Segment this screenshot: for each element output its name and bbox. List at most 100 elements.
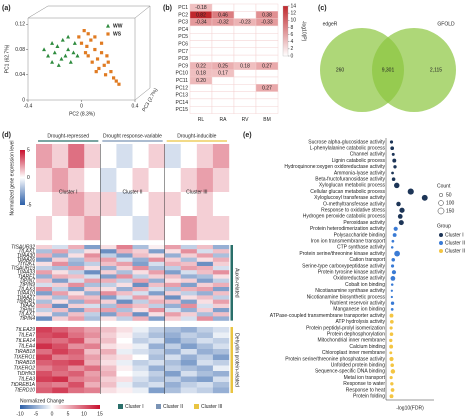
term-label: CTP synthase activity [337,245,385,251]
point [77,35,81,39]
legend-label: WW [113,23,123,29]
gene-cell [132,327,149,333]
gene-cell [180,249,198,254]
cell-label: -0.18 [195,5,207,11]
overview-cell [116,216,133,241]
gene-cell [84,308,101,313]
dot [393,165,397,169]
gene-cell [164,332,181,339]
gene-label: TtLAX1 [18,312,35,318]
gene-cell [148,312,165,317]
gene-cell [164,287,181,292]
gene-label: TtARF1 [18,274,35,280]
gene-cell [100,387,117,394]
term-label: Channel activity [350,152,386,158]
overview-cell [164,168,181,193]
gene-cell [116,249,133,254]
gene-cell [52,382,69,388]
point [75,53,80,58]
gene-cell [212,327,230,333]
gene-cell [196,371,214,377]
overview-cell [132,192,149,217]
colorbar-tick-label: 5 [67,411,70,417]
cell [255,33,279,41]
overview-cell [148,192,165,217]
cell-label: 0.38 [262,12,272,18]
gene-cell [116,354,133,361]
point [99,41,104,45]
gene-cell [68,338,85,344]
overview-cell [84,192,101,217]
colorbar [282,5,289,57]
gene-cell [100,349,117,355]
gene-cell [116,382,133,388]
gene-cell [116,308,133,313]
term-label: ATPase-coupled transmembrane transporter… [270,313,386,319]
overview-cell [132,168,149,193]
point [90,60,94,64]
point [72,41,77,45]
gene-cell [164,270,181,275]
gene-cell [180,295,198,300]
gene-cell [68,291,85,296]
gene-cell [132,270,149,275]
cell-label: 0.18 [240,63,250,69]
colorbar-tick-label: 2 [291,46,294,52]
gene-cell [52,261,69,267]
dot [389,326,393,330]
gene-cell [132,360,149,366]
cell [189,54,213,63]
gene-cell [164,360,181,366]
overview-cell [116,168,133,193]
gene-cell [132,338,149,344]
gene-label: TtPIN7 [19,278,35,284]
gene-cell [148,349,165,355]
gene-cell [36,316,53,321]
gene-cell [212,266,230,271]
gene-label: TtDHN3 [17,371,35,377]
legend-swatch [118,404,123,409]
gene-cell [52,274,69,279]
gene-cell [180,312,198,317]
overview-cell [180,216,198,241]
x-tick-label: 0 [80,103,83,109]
term-label: Protein tyrosine kinase activity [318,270,386,276]
gene-cell [212,349,230,355]
cluster-label: Cluster II [122,189,142,195]
term-label: Serine-type carboxypeptidase activity [302,263,385,269]
point [59,56,64,61]
gene-cell [196,278,214,283]
gene-cell [68,308,85,313]
gene-cell [148,387,165,394]
gene-cell [84,327,101,333]
gene-cell [36,253,53,258]
row-label: PC12 [175,85,188,91]
cluster-label: Cluster I [59,189,78,195]
gene-label: TtIAA33 [17,270,35,276]
point [109,70,113,74]
row-label: PC6 [178,41,188,47]
overview-cell [36,144,53,169]
gene-label: TtIAA10 [17,291,35,297]
dot [398,220,404,226]
gene-cell [100,287,117,292]
gene-cell [36,387,53,394]
gene-cell [36,299,53,304]
cell [233,33,257,41]
gene-cell [180,270,198,275]
colorbar-tick-label: 8 [291,25,294,31]
gene-cell [132,261,149,267]
gene-cell [132,274,149,279]
z-axis-label: PC3 (2.7%) [141,87,159,113]
gene-cell [212,332,230,339]
gene-cell [148,365,165,372]
gene-cell [100,354,117,361]
gene-cell [180,299,198,304]
gene-cell [164,282,181,288]
gene-cell [52,354,69,361]
gene-cell [36,278,53,283]
gene-cell [84,360,101,366]
gene-cell [180,266,198,271]
cell [211,84,235,92]
gene-cell [148,253,165,258]
